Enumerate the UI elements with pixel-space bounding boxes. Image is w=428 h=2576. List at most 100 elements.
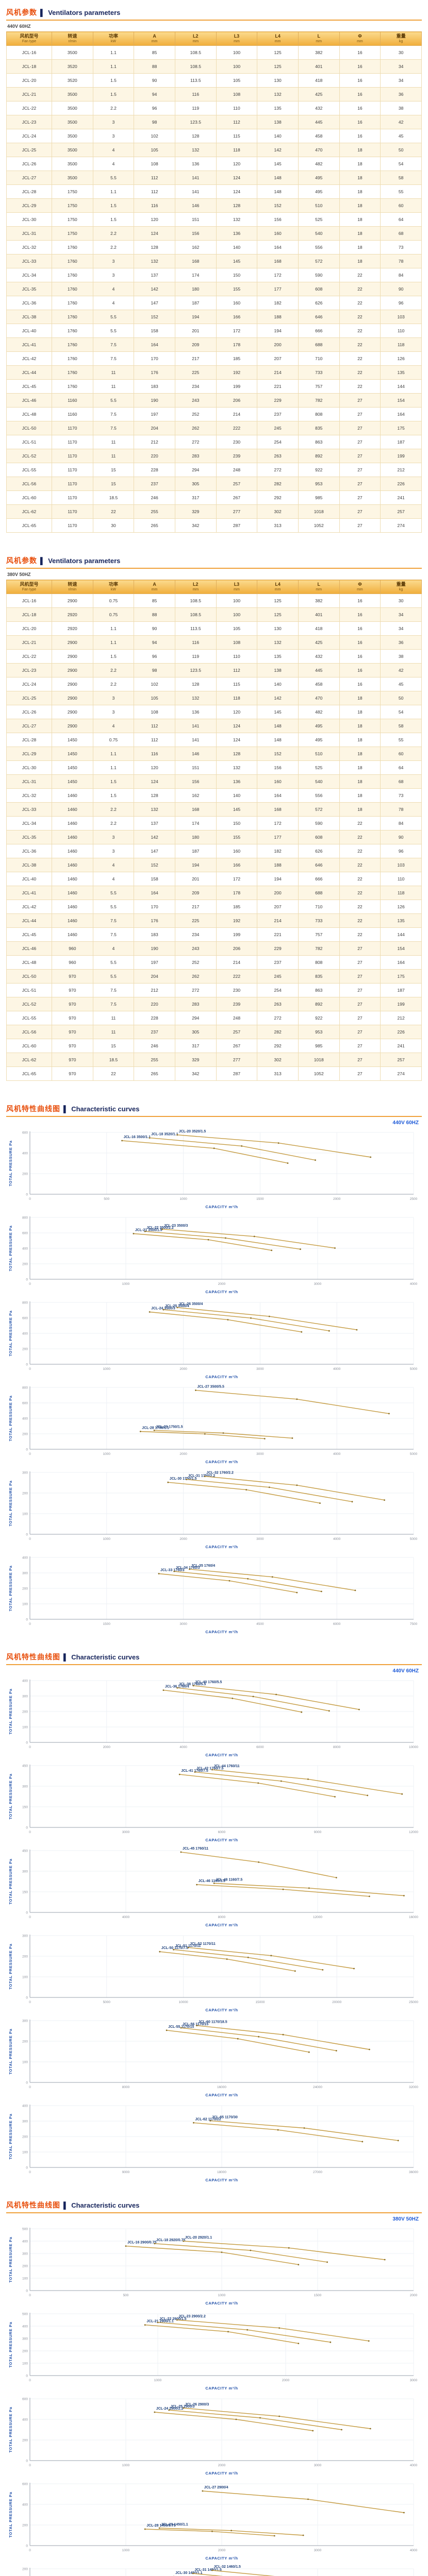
value-cell: 164 [380, 955, 422, 970]
curve-point [211, 2531, 213, 2532]
value-cell: 239 [216, 997, 258, 1011]
table-row: JCL-48 1160 7.5 197 252 214 237 808 27 164 [6, 407, 422, 421]
x-tick-label: 2000 [218, 2464, 226, 2467]
curve-point [369, 1895, 370, 1897]
curve-point [183, 2240, 184, 2242]
y-tick-label: 400 [22, 1680, 28, 1683]
x-tick-label: 0 [29, 1452, 31, 1456]
section-title: 风机参数 ▌ Ventilators parameters [6, 7, 422, 21]
value-cell: 90 [380, 282, 422, 296]
value-cell: 241 [380, 490, 422, 505]
value-cell: 177 [257, 830, 299, 844]
fan-model-cell: JCL-27 [6, 171, 52, 185]
y-tick-label: 150 [22, 1806, 28, 1809]
value-cell: 172 [216, 324, 258, 338]
y-axis-label: TOTAL PRESSURE Pa [8, 2113, 13, 2159]
value-cell: 199 [216, 927, 258, 942]
value-cell: 27 [339, 449, 381, 463]
value-cell: 18 [339, 760, 381, 775]
x-tick-label: 3000 [179, 1622, 187, 1626]
curve-point [277, 1142, 279, 1144]
table-row: JCL-56 970 11 237 305 257 282 953 27 226 [6, 1025, 422, 1039]
fan-curve [177, 2319, 369, 2342]
value-cell: 22 [339, 268, 381, 282]
value-cell: 22 [339, 351, 381, 366]
value-cell: 1460 [52, 844, 93, 858]
value-cell: 168 [174, 802, 217, 817]
value-cell: 90 [134, 73, 175, 88]
value-cell: 2900 [52, 705, 93, 719]
value-cell: 313 [257, 518, 299, 533]
value-cell: 166 [216, 858, 258, 872]
value-cell: 1160 [52, 407, 93, 421]
value-cell: 98 [134, 115, 175, 129]
section-title-cn: 风机特性曲线图 [6, 2201, 60, 2209]
value-cell: 124 [216, 719, 258, 733]
value-cell: 183 [134, 379, 175, 394]
characteristic-curves-panel-group: 0 500 1000 1500 2000 2500 0 200 400 600 TOTAL PRES… [6, 1127, 422, 1636]
table-row: JCL-42 1460 5.5 170 217 185 207 710 22 126 [6, 900, 422, 914]
value-cell: 88 [134, 607, 175, 622]
value-cell: 140 [257, 677, 299, 691]
x-tick-label: 9000 [314, 1831, 322, 1834]
curve-point [278, 2415, 280, 2417]
value-cell: 130 [257, 73, 299, 88]
fan-model-cell: JCL-60 [6, 1039, 52, 1053]
curve-point [121, 1140, 123, 1142]
value-cell: 572 [298, 802, 340, 817]
section-title-en: Characteristic curves [71, 1653, 140, 1661]
fan-curve [189, 1569, 356, 1591]
fan-model-cell: JCL-31 [6, 774, 52, 789]
fan-model-cell: JCL-38 [6, 310, 52, 324]
curve-point [226, 1958, 228, 1960]
value-cell: 1.1 [92, 760, 135, 775]
fan-model-cell: JCL-51 [6, 983, 52, 997]
value-cell: 145 [257, 157, 299, 171]
y-tick-label: 400 [22, 1556, 28, 1560]
x-tick-label: 6000 [333, 1622, 341, 1626]
value-cell: 200 [257, 337, 299, 352]
value-cell: 194 [174, 858, 217, 872]
curve-label: JCL-27 3500/5.5 [197, 1385, 224, 1389]
x-tick-label: 0 [29, 1916, 31, 1919]
value-cell: 162 [174, 240, 217, 255]
value-cell: 590 [298, 268, 340, 282]
value-cell: 73 [380, 240, 422, 255]
value-cell: 16 [339, 101, 381, 115]
column-header: L4 mm [257, 31, 299, 46]
y-tick-label: 500 [22, 2228, 28, 2231]
value-cell: 38 [380, 649, 422, 664]
curve-point [384, 2259, 386, 2261]
value-cell: 176 [134, 913, 175, 928]
x-tick-label: 10000 [179, 2001, 188, 2004]
x-tick-label: 0 [29, 1282, 31, 1286]
table-row: JCL-20 2920 1.1 90 113.5 105 130 418 16 34 [6, 621, 422, 636]
curve-label: JCL-55 1170/15 [168, 2025, 194, 2029]
value-cell: 272 [257, 1011, 299, 1025]
value-cell: 180 [174, 830, 217, 844]
curve-label: JCL-34 1760/3 [176, 1566, 200, 1570]
value-cell: 105 [134, 691, 175, 705]
value-cell: 110 [216, 101, 258, 115]
curve-point [196, 1884, 197, 1886]
value-cell: 141 [174, 719, 217, 733]
value-cell: 267 [216, 1039, 258, 1053]
curve-label: JCL-16 3500/1.1 [124, 1136, 151, 1139]
value-cell: 3520 [52, 59, 93, 74]
value-cell: 2900 [52, 677, 93, 691]
table-row: JCL-42 1760 7.5 170 217 185 207 710 22 126 [6, 351, 422, 366]
curve-point [319, 1502, 321, 1504]
value-cell: 970 [52, 1039, 93, 1053]
value-cell: 42 [380, 663, 422, 677]
curve-point [235, 2418, 237, 2420]
value-cell: 540 [298, 774, 340, 789]
y-tick-label: 100 [22, 2362, 28, 2366]
value-cell: 1460 [52, 913, 93, 928]
x-tick-label: 1000 [103, 1537, 111, 1541]
fan-curve [122, 1140, 288, 1164]
fan-model-cell: JCL-18 [6, 59, 52, 74]
fan-curve-chart: 0 4000 8000 12000 16000 0 150 300 450 TOTAL PRESS… [8, 1847, 418, 1927]
value-cell: 145 [216, 254, 258, 268]
table-row: JCL-65 1170 30 265 342 287 313 1052 27 274 [6, 518, 422, 533]
value-cell: 217 [174, 351, 217, 366]
